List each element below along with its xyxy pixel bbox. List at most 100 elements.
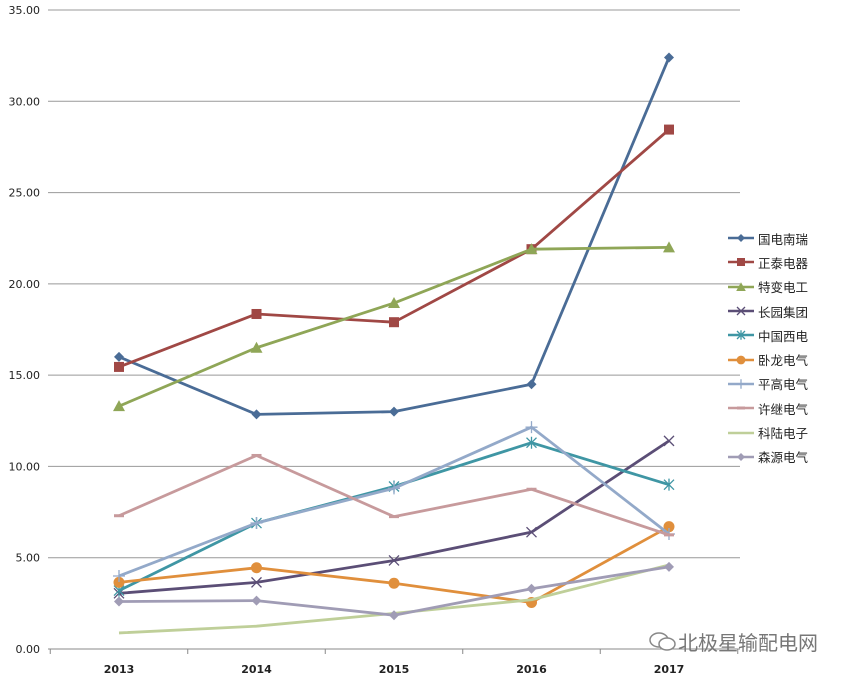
- legend-swatch: [728, 406, 754, 410]
- legend-label: 卧龙电气: [758, 353, 809, 369]
- data-point: [526, 436, 537, 449]
- legend-label: 平高电气: [758, 377, 809, 393]
- series-4: [113, 435, 675, 599]
- y-tick-label: 0.00: [16, 643, 41, 656]
- legend-label: 国电南瑞: [758, 231, 809, 247]
- data-point: [389, 317, 399, 328]
- data-point: [663, 241, 675, 253]
- series-10: [114, 561, 674, 621]
- data-point: [388, 297, 400, 309]
- legend-item: 国电南瑞: [728, 226, 808, 250]
- legend-item: 特变电工: [728, 275, 808, 299]
- data-point: [664, 124, 674, 135]
- watermark: 北极星输配电网: [648, 627, 818, 656]
- data-point: [526, 526, 537, 538]
- legend-swatch: [728, 306, 754, 316]
- legend-swatch: [728, 452, 754, 461]
- y-tick-label: 20.00: [9, 278, 41, 291]
- data-point: [114, 351, 124, 362]
- data-point: [664, 561, 674, 572]
- legend-marker: [736, 379, 746, 389]
- legend-item: 许继电气: [728, 396, 808, 420]
- legend-marker: [737, 452, 745, 461]
- legend-swatch: [728, 330, 754, 341]
- series-6: [113, 521, 675, 608]
- legend-item: 平高电气: [728, 372, 808, 396]
- data-point: [663, 435, 675, 447]
- legend-marker: [737, 234, 745, 243]
- data-point: [113, 569, 125, 582]
- legend-item: 科陆电子: [728, 420, 808, 444]
- legend-marker: [736, 281, 746, 291]
- data-point: [664, 52, 674, 63]
- x-tick-label: 2013: [104, 663, 135, 676]
- legend: 国电南瑞正泰电器特变电工长园集团中国西电卧龙电气平高电气许继电气科陆电子森源电气: [728, 226, 808, 469]
- legend-swatch: [728, 258, 754, 267]
- legend-label: 科陆电子: [758, 426, 809, 442]
- legend-label: 许继电气: [758, 401, 809, 417]
- legend-label: 特变电工: [758, 280, 809, 296]
- y-tick-label: 35.00: [9, 4, 41, 17]
- data-point: [251, 409, 262, 420]
- data-point: [663, 478, 675, 491]
- data-point: [525, 421, 538, 434]
- legend-label: 森源电气: [758, 450, 809, 466]
- data-point: [114, 596, 124, 607]
- legend-marker: [737, 258, 745, 267]
- legend-swatch: [728, 234, 754, 243]
- legend-marker: [736, 355, 746, 365]
- legend-marker: [736, 330, 746, 341]
- legend-item: 卧龙电气: [728, 347, 808, 371]
- data-point: [389, 406, 399, 417]
- data-point: [525, 243, 538, 255]
- watermark-text: 北极星输配电网: [678, 631, 818, 655]
- series-1: [114, 52, 674, 420]
- wechat-icon: [649, 631, 676, 651]
- x-tick-label: 2014: [241, 663, 272, 676]
- data-point: [113, 576, 125, 588]
- data-point: [526, 379, 537, 390]
- series-line: [118, 563, 670, 635]
- series-line: [118, 56, 671, 416]
- legend-swatch: [728, 431, 754, 434]
- series-9: [118, 563, 670, 635]
- data-point: [113, 400, 125, 412]
- legend-item: 中国西电: [728, 323, 808, 347]
- data-point: [388, 577, 400, 589]
- data-point: [389, 610, 399, 621]
- y-tick-label: 15.00: [9, 369, 41, 382]
- legend-swatch: [728, 355, 754, 365]
- data-point: [251, 576, 262, 588]
- data-point: [251, 308, 262, 319]
- legend-item: 长园集团: [728, 299, 808, 323]
- y-tick-label: 25.00: [9, 187, 41, 200]
- x-tick-label: 2015: [379, 663, 410, 676]
- legend-swatch: [728, 379, 754, 389]
- data-point: [250, 517, 263, 530]
- legend-label: 正泰电器: [758, 255, 809, 271]
- legend-item: 正泰电器: [728, 250, 808, 274]
- data-point: [114, 361, 124, 372]
- data-point: [251, 562, 262, 574]
- data-point: [663, 521, 675, 533]
- y-tick-label: 10.00: [9, 460, 41, 473]
- series-3: [113, 241, 675, 412]
- data-point: [251, 595, 262, 606]
- legend-marker: [736, 306, 746, 316]
- data-point: [250, 341, 263, 353]
- data-point: [388, 482, 400, 495]
- legend-label: 长园集团: [758, 304, 809, 320]
- legend-label: 中国西电: [758, 328, 809, 344]
- x-tick-label: 2016: [516, 663, 547, 676]
- data-point: [526, 583, 537, 594]
- y-tick-label: 30.00: [9, 95, 41, 108]
- x-tick-label: 2017: [654, 663, 685, 676]
- legend-item: 森源电气: [728, 445, 808, 469]
- series-line: [118, 525, 670, 604]
- series-8: [114, 453, 674, 537]
- data-point: [388, 554, 400, 566]
- legend-swatch: [728, 281, 754, 291]
- series-line: [118, 425, 670, 578]
